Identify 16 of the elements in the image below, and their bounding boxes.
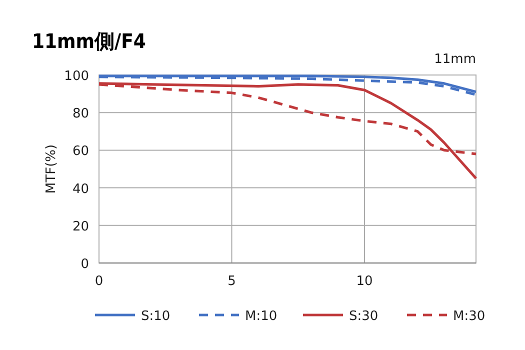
y-tick-label: 60 bbox=[72, 144, 89, 160]
x-tick-label: 10 bbox=[356, 274, 373, 289]
y-axis-title: MTF(%) bbox=[44, 144, 59, 194]
y-tick-label: 100 bbox=[64, 69, 89, 84]
x-tick-label: 5 bbox=[228, 274, 236, 289]
y-tick-label: 20 bbox=[72, 219, 89, 234]
legend-label: M:10 bbox=[245, 309, 278, 324]
y-tick-label: 80 bbox=[72, 106, 89, 122]
legend-label: S:30 bbox=[349, 309, 378, 324]
y-tick-label: 40 bbox=[72, 182, 89, 197]
legend-label: M:30 bbox=[453, 309, 486, 324]
x-tick-label: 0 bbox=[94, 274, 104, 289]
legend-label: S:10 bbox=[141, 309, 170, 324]
y-tick-label: 0 bbox=[80, 257, 89, 272]
chart-title: 11mm側/F4 bbox=[32, 29, 146, 53]
text: 11mm bbox=[434, 52, 476, 67]
